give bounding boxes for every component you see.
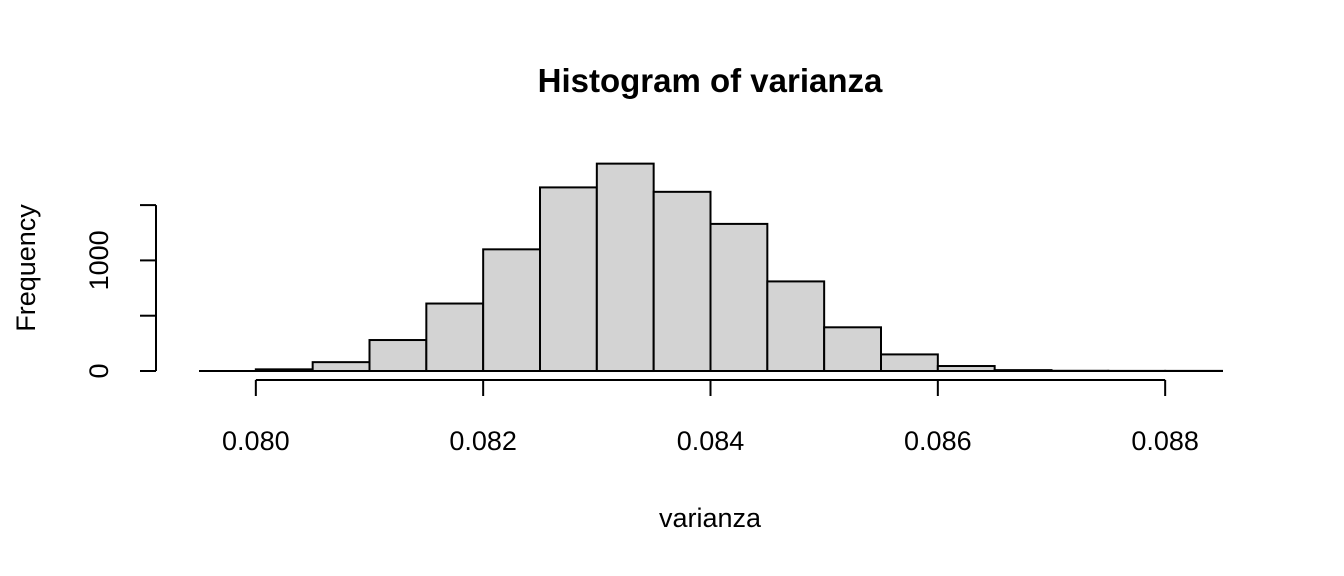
histogram-bar <box>425 302 485 372</box>
histogram-bar <box>595 162 655 373</box>
histogram-bar <box>539 186 598 372</box>
x-tick-label: 0.082 <box>449 426 517 456</box>
x-axis-label: varianza <box>659 503 762 533</box>
histogram-bar <box>880 353 939 373</box>
histogram-bar <box>823 326 882 372</box>
x-tick-label: 0.086 <box>904 426 972 456</box>
histogram-bar <box>482 248 542 372</box>
histogram-bar <box>709 222 769 372</box>
x-tick-label: 0.088 <box>1131 426 1199 456</box>
y-tick-label: 1000 <box>84 230 114 290</box>
x-tick-label: 0.080 <box>222 426 290 456</box>
y-axis-label: Frequency <box>11 204 41 332</box>
x-tick-label: 0.084 <box>677 426 745 456</box>
histogram-bar <box>652 190 712 372</box>
y-tick-label: 0 <box>84 363 114 378</box>
histogram-bar <box>368 339 428 372</box>
histogram-bars <box>199 162 1224 373</box>
y-axis: 0 1000 <box>84 204 157 379</box>
histogram-bar <box>766 280 826 372</box>
x-axis: 0.080 0.082 0.084 0.086 0.088 <box>222 379 1199 456</box>
chart-title: Histogram of varianza <box>538 62 883 99</box>
histogram-bar <box>311 361 371 372</box>
